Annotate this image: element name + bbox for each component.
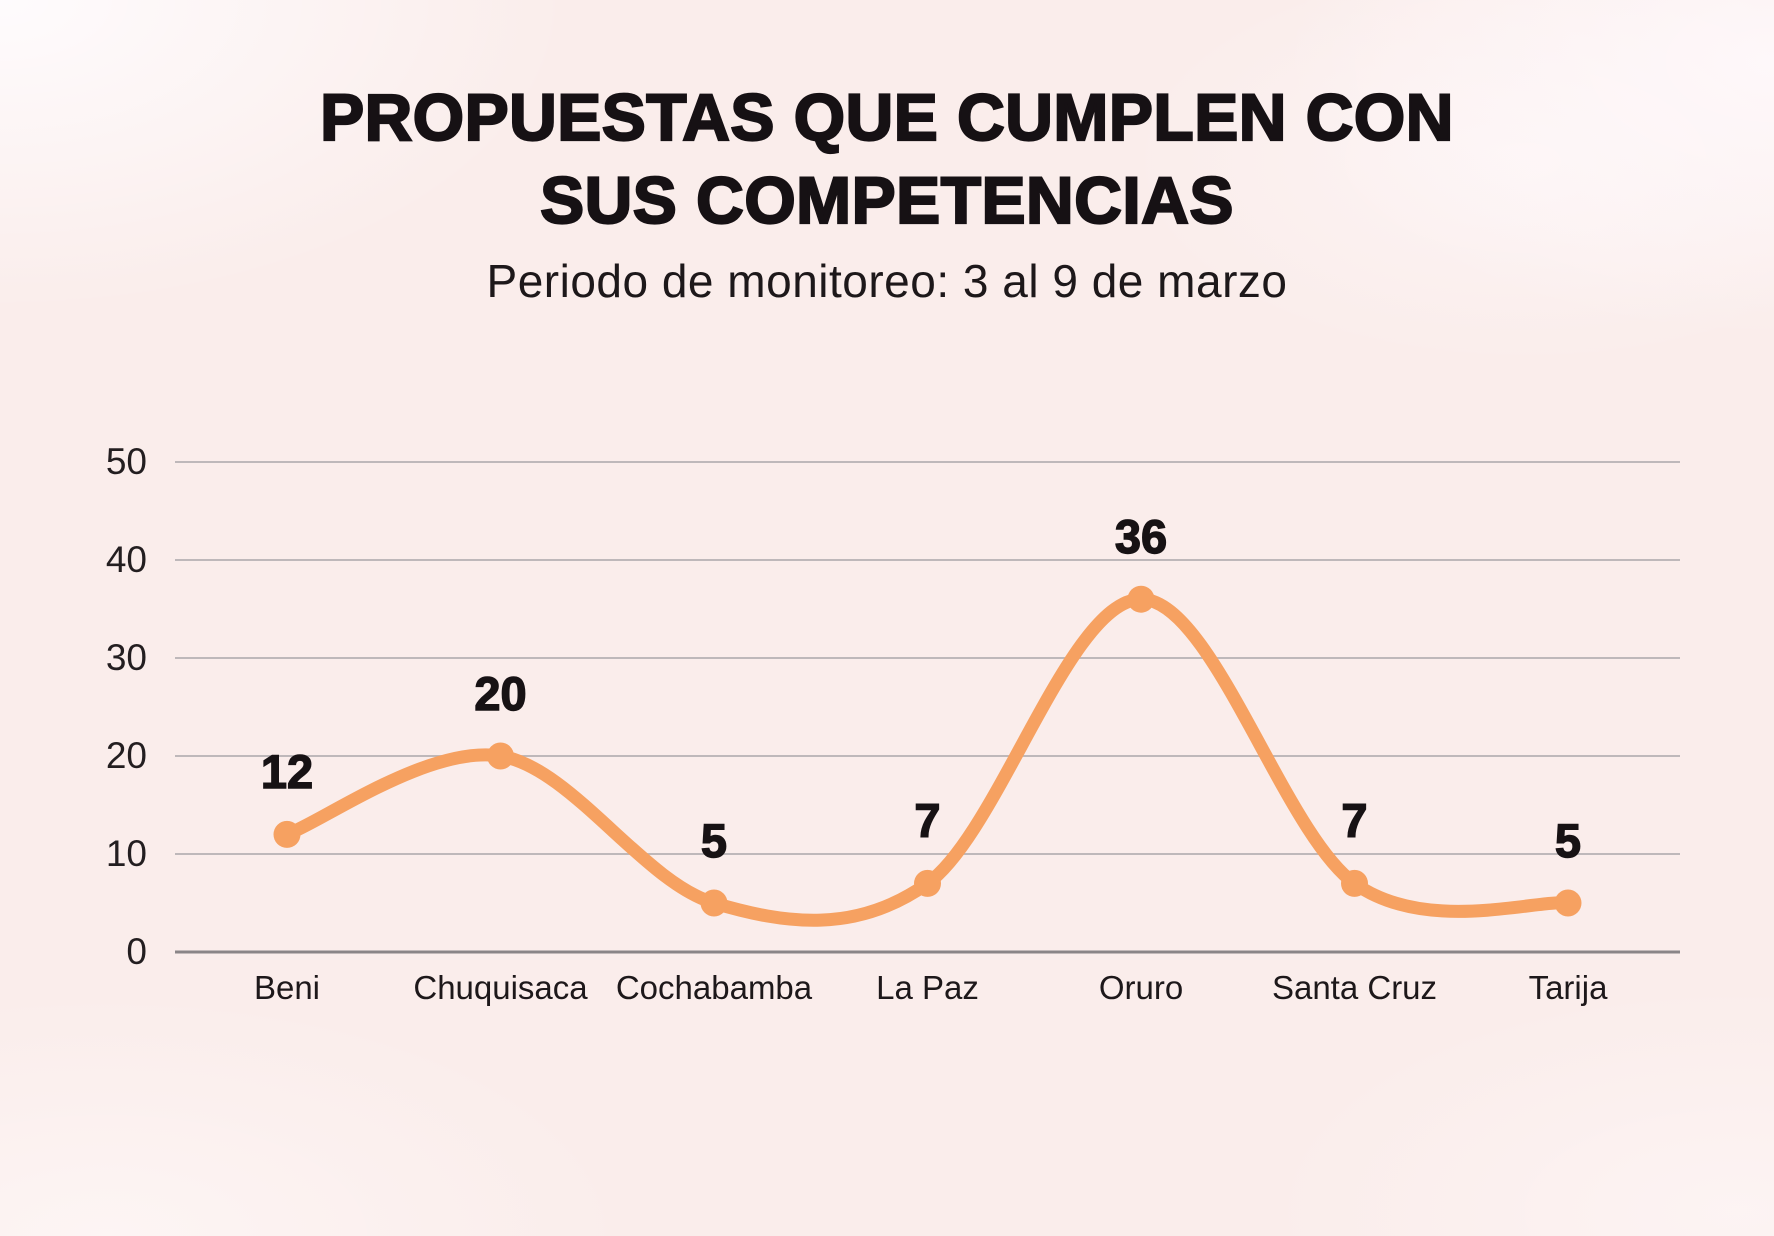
y-axis-tick-label: 40: [105, 539, 147, 580]
y-axis-tick-label: 10: [105, 833, 147, 874]
x-axis-category-label: Oruro: [1098, 969, 1184, 1006]
data-point-marker: [1341, 869, 1368, 897]
data-point-label: 7: [1341, 794, 1369, 848]
data-point-marker: [273, 820, 301, 848]
chart-title-line2: SUS COMPETENCIAS: [539, 162, 1234, 238]
data-point-label: 12: [260, 745, 314, 799]
chart-subtitle: Periodo de monitoreo: 3 al 9 de marzo: [486, 255, 1288, 307]
y-axis-tick-label: 20: [105, 735, 147, 776]
data-point-label: 20: [474, 666, 528, 720]
data-point-marker: [700, 889, 728, 917]
chart-title: PROPUESTAS QUE CUMPLEN CON SUS COMPETENC…: [0, 76, 1774, 242]
data-point-label: 5: [700, 813, 728, 867]
data-point-marker: [914, 869, 941, 897]
x-axis-category-label: Chuquisaca: [413, 969, 588, 1006]
data-point-marker: [1127, 585, 1155, 613]
y-axis-tick-label: 50: [105, 441, 147, 482]
x-axis-category-label: Tarija: [1528, 969, 1608, 1006]
x-axis-category-label: Santa Cruz: [1271, 969, 1438, 1006]
x-axis-category-label: Cochabamba: [615, 969, 813, 1006]
x-axis-category-label: Beni: [253, 969, 321, 1006]
y-axis-tick-label: 0: [126, 931, 147, 972]
data-point-marker: [1554, 889, 1582, 917]
x-axis-category-label: La Paz: [876, 969, 979, 1006]
data-point-label: 36: [1114, 509, 1168, 564]
data-point-marker: [487, 742, 514, 770]
chart-title-line1: PROPUESTAS QUE CUMPLEN CON: [319, 79, 1455, 155]
data-point-label: 5: [1554, 813, 1582, 867]
data-point-label: 7: [914, 794, 942, 848]
y-axis-tick-label: 30: [105, 637, 147, 678]
